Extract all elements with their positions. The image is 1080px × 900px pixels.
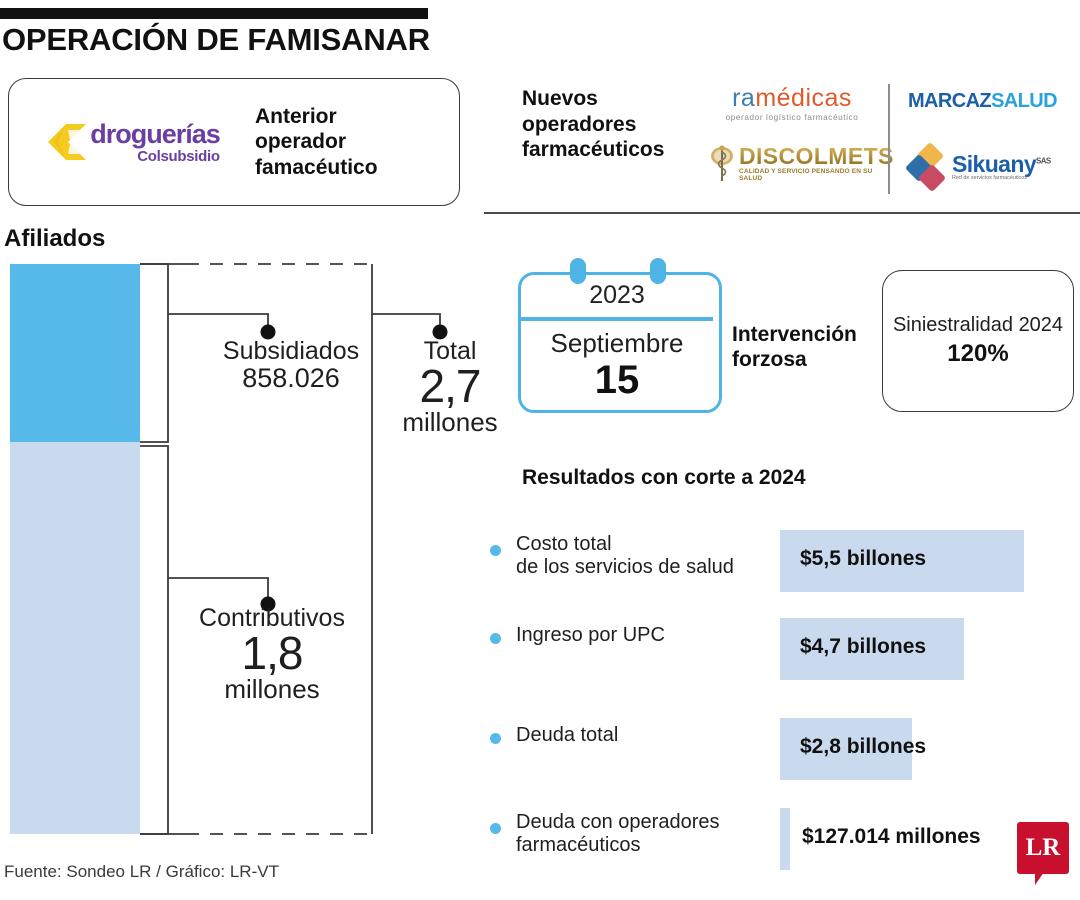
result-bar	[780, 808, 790, 870]
calendar-ring-left-icon	[570, 258, 586, 284]
subsidiados-value: 858.026	[242, 363, 340, 394]
result-value: $127.014 millones	[802, 825, 981, 848]
lr-logo-tail	[1035, 872, 1044, 885]
result-value: $5,5 billones	[800, 547, 927, 570]
previous-operator-label: Anterior operador famacéutico	[255, 104, 378, 179]
siniestralidad-value: 120%	[947, 340, 1009, 367]
page-title: OPERACIÓN DE FAMISANAR	[2, 22, 430, 57]
ramedicas-word-b: médicas	[755, 84, 852, 112]
bar-segment-contributivos	[10, 442, 140, 834]
previous-operator-card: droguerías Colsubsidio Anterior operador…	[8, 78, 460, 206]
droguerias-colsubsidio-logo: droguerías Colsubsidio	[9, 120, 255, 164]
results-title: Resultados con corte a 2024	[522, 466, 806, 489]
calendar-ring-right-icon	[650, 258, 666, 284]
sikuany-wordmark: Sikuany	[952, 150, 1037, 177]
droguerias-chevron-icon	[48, 124, 87, 160]
result-label: Deuda con operadores farmacéuticos	[516, 811, 720, 856]
sikuany-diamonds-icon	[904, 141, 950, 193]
siniestralidad-label: Siniestralidad 2024	[892, 314, 1064, 336]
contributivos-value: 1,8	[241, 627, 304, 680]
ramedicas-tagline: operador logístico farmacéutico	[725, 113, 859, 122]
discolmets-wordmark: DISCOLMETS	[739, 143, 894, 170]
marcazsalud-word-a: MARCAZ	[908, 90, 992, 112]
new-operator-logo-grid: ramédicas operador logístico farmacéutic…	[690, 82, 1072, 198]
droguerias-wordmark: droguerías	[90, 119, 221, 149]
result-value: $2,8 billones	[800, 735, 927, 758]
bullet-icon	[490, 633, 501, 644]
callout-subsidiados: Subsidiados 858.026	[196, 338, 386, 394]
marcazsalud-word-b: SALUD	[991, 90, 1057, 112]
calendar-year: 2023	[589, 281, 645, 309]
ramedicas-word-a: ra	[732, 84, 756, 112]
contributivos-unit: millones	[224, 674, 320, 705]
total-label: Total	[423, 337, 477, 365]
callout-total: Total 2,7 millones	[390, 337, 510, 438]
lr-logo-text: LR	[1025, 834, 1061, 861]
result-bar	[780, 718, 912, 780]
colsubsidio-wordmark: Colsubsidio	[137, 148, 220, 165]
bullet-icon	[490, 823, 501, 834]
sikuany-suffix: SAS	[1036, 156, 1051, 166]
subsidiados-label: Subsidiados	[222, 337, 360, 365]
callout-contributivos: Contributivos 1,8 millones	[172, 604, 372, 705]
bullet-icon	[490, 545, 501, 556]
bar-segment-subsidiados	[10, 264, 140, 442]
caduceus-icon	[708, 144, 736, 184]
calendar-separator	[521, 317, 713, 321]
result-value: $4,7 billones	[800, 635, 927, 658]
result-label: Costo total de los servicios de salud	[516, 533, 734, 578]
afiliados-section-title: Afiliados	[4, 225, 106, 252]
lr-logo-badge	[1017, 822, 1069, 874]
sikuany-logo: SikuanySAS Red de servicios farmacéutico…	[904, 141, 1051, 193]
callout-connectors	[140, 263, 448, 835]
logo-divider	[888, 84, 890, 194]
total-value: 2,7	[419, 360, 482, 413]
siniestralidad-card: Siniestralidad 2024 120%	[882, 270, 1074, 412]
contributivos-label: Contributivos	[199, 604, 345, 632]
result-bar	[780, 530, 1024, 592]
result-label: Deuda total	[516, 724, 619, 746]
header-underline	[484, 212, 1080, 214]
new-operators-label: Nuevos operadores farmacéuticos	[522, 87, 665, 162]
ramedicas-logo: ramédicas operador logístico farmacéutic…	[712, 84, 872, 123]
calendar-card	[518, 272, 722, 413]
calendar-month: Septiembre	[550, 328, 684, 358]
marcazsalud-logo: MARCAZSALUD	[908, 90, 1058, 113]
title-rule	[0, 8, 428, 19]
result-label: Ingreso por UPC	[516, 624, 665, 646]
intervencion-label: Intervención forzosa	[732, 323, 857, 372]
bullet-icon	[490, 733, 501, 744]
calendar-day: 15	[594, 358, 640, 402]
result-bar	[780, 618, 964, 680]
discolmets-tagline: CALIDAD Y SERVICIO PENSANDO EN SU SALUD	[739, 168, 873, 182]
total-unit: millones	[402, 407, 498, 438]
source-note: Fuente: Sondeo LR / Gráfico: LR-VT	[4, 862, 279, 881]
discolmets-logo: DISCOLMETS CALIDAD Y SERVICIO PENSANDO E…	[708, 144, 893, 184]
sikuany-tagline: Red de servicios farmacéuticos	[952, 174, 1027, 181]
